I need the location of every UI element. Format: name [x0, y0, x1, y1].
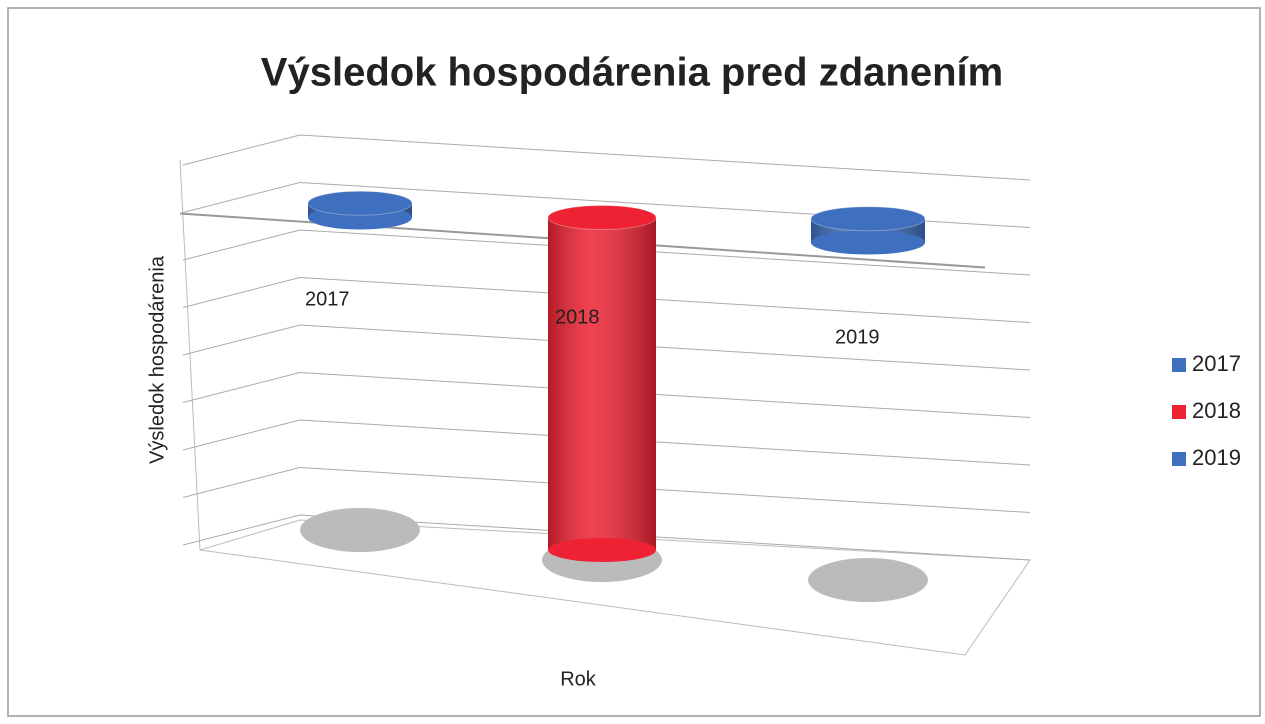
grid-line	[182, 324, 301, 356]
floor-shadow	[300, 508, 420, 552]
grid-line	[299, 372, 1031, 418]
category-label: 2017	[305, 288, 350, 310]
category-label: 2019	[835, 326, 880, 348]
legend-swatch	[1172, 452, 1186, 466]
grid-line	[299, 229, 1031, 276]
grid-line	[182, 514, 301, 546]
legend-swatch	[1172, 358, 1186, 372]
legend-label: 2019	[1192, 445, 1241, 470]
grid-line	[182, 372, 301, 403]
category-label: 2018	[555, 306, 600, 328]
left-wall	[179, 159, 201, 551]
legend-swatch	[1172, 405, 1186, 419]
grid-line	[182, 229, 301, 261]
cylinder-bottom	[548, 538, 656, 562]
cylinder-top	[810, 206, 926, 232]
grid-line	[182, 277, 301, 308]
chart-title: Výsledok hospodárenia pred zdanením	[261, 51, 1003, 95]
floor-shadow	[808, 558, 928, 602]
grid-line	[182, 134, 301, 166]
grid-line	[182, 467, 301, 498]
cylinder-top	[307, 190, 413, 216]
cylinder-top	[547, 205, 657, 230]
legend-label: 2017	[1192, 351, 1241, 376]
grid-line	[299, 324, 1031, 371]
cylinder	[810, 206, 926, 255]
y-axis-title: Výsledok hospodárenia	[146, 255, 168, 464]
grid-line	[299, 277, 1031, 323]
grid-line	[299, 134, 1031, 181]
grid-line	[299, 419, 1031, 466]
grid-line	[182, 419, 301, 451]
cylinder	[307, 190, 413, 230]
legend-label: 2018	[1192, 398, 1241, 423]
grid-line	[299, 467, 1031, 513]
x-axis-title: Rok	[560, 668, 597, 690]
cylinder-shade	[548, 217, 656, 550]
cylinder-bottom	[811, 230, 925, 255]
grid-line	[182, 182, 301, 213]
cylinder	[547, 205, 657, 562]
chart-border	[7, 7, 1261, 717]
grid-line	[299, 514, 1031, 561]
